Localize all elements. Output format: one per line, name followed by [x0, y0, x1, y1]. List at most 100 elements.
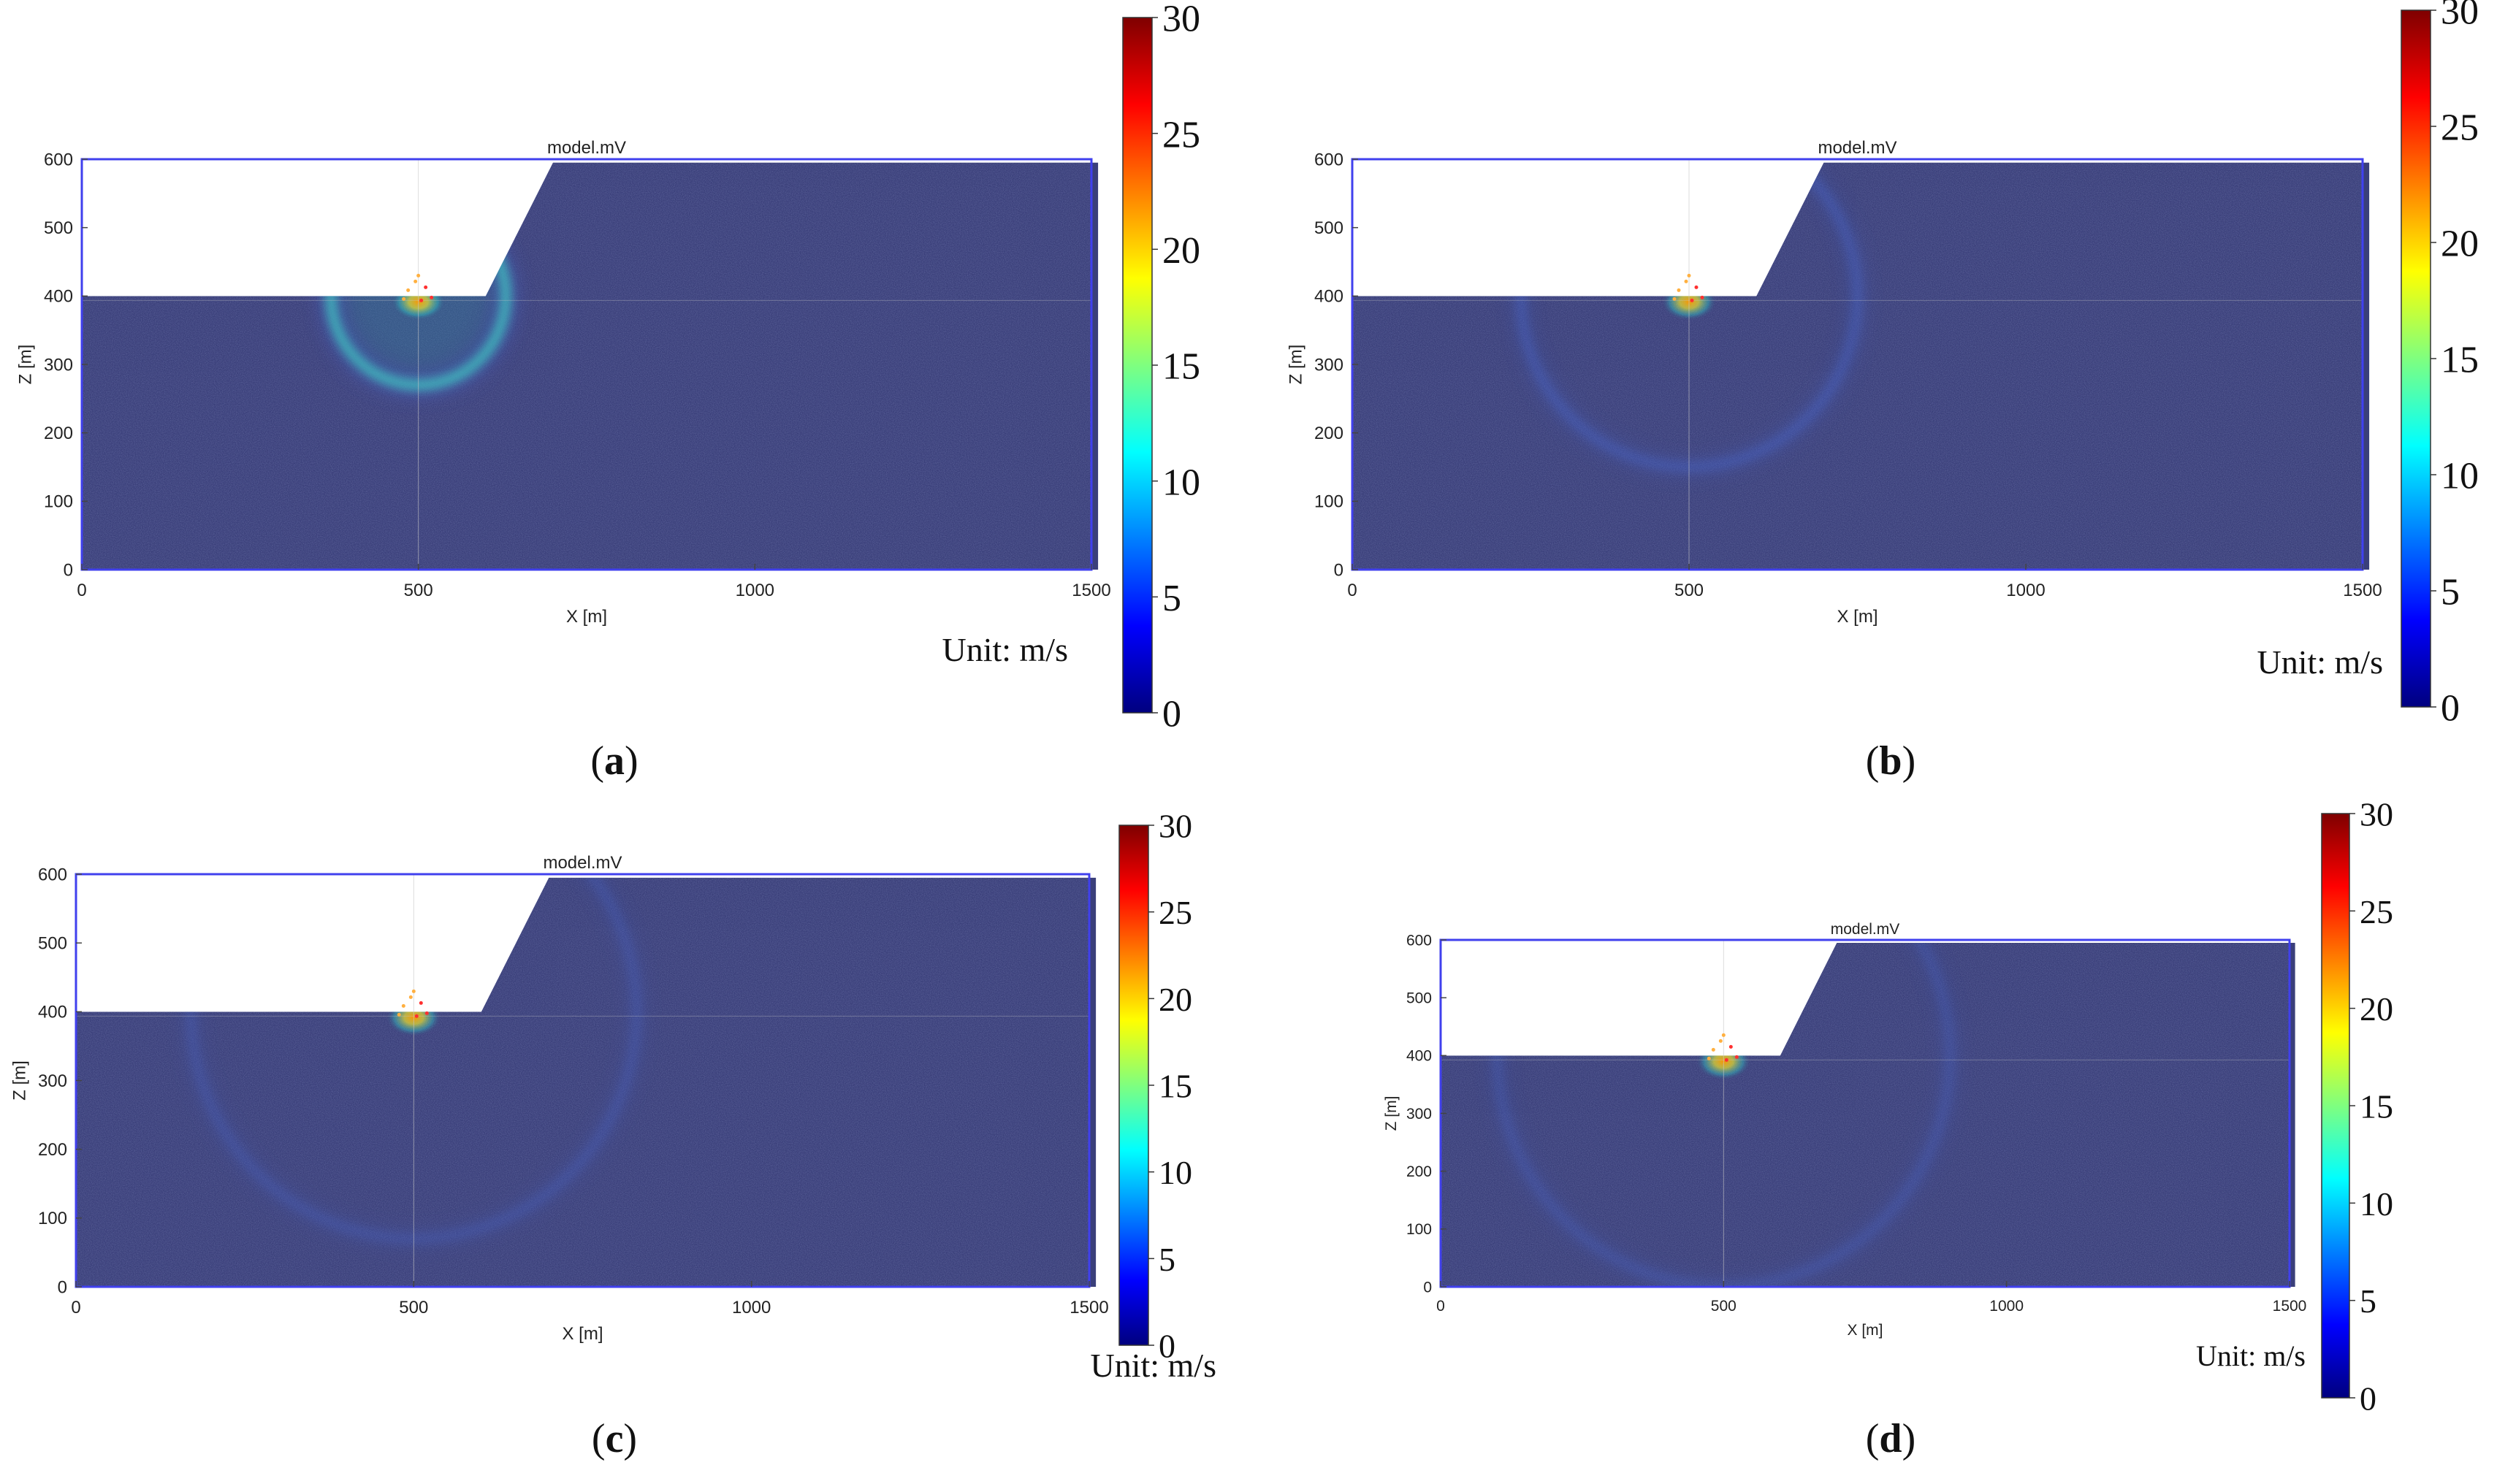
y-axis-label: Z [m]: [1286, 345, 1305, 385]
velocity-field: [1352, 162, 2370, 570]
y-tick-label: 0: [1334, 560, 1343, 580]
y-tick-label: 400: [1314, 287, 1343, 307]
colorbar-tick-label: 25: [1159, 894, 1192, 931]
colorbar-tick-label: 10: [1159, 1154, 1192, 1191]
source-particle: [1707, 1056, 1711, 1060]
x-tick-label: 1500: [2273, 1298, 2307, 1315]
colorbar-tick-label: 20: [1159, 981, 1192, 1018]
chart-title: model.mV: [1818, 138, 1896, 158]
panel-label: (a): [590, 738, 638, 784]
y-axis-label: Z [m]: [1383, 1096, 1400, 1131]
source-particle: [424, 1011, 429, 1015]
y-tick-label: 400: [44, 287, 73, 307]
colorbar-unit-label: Unit: m/s: [942, 631, 1068, 668]
colorbar-tick-label: 5: [2360, 1282, 2376, 1320]
source-particle: [1734, 1055, 1739, 1059]
colorbar-tick-label: 15: [1162, 346, 1200, 388]
colorbar-tick-label: 30: [2441, 0, 2479, 33]
colorbar-tick-label: 20: [2360, 990, 2393, 1028]
colorbar-tick-label: 25: [2441, 107, 2479, 149]
y-tick-label: 200: [1314, 424, 1343, 443]
colorbar: [2321, 813, 2350, 1399]
colorbar-tick-label: 20: [2441, 223, 2479, 265]
colorbar-tick-label: 10: [2360, 1185, 2393, 1223]
x-tick-label: 0: [77, 581, 86, 600]
y-tick-label: 100: [1406, 1221, 1432, 1238]
source-particle: [414, 1014, 419, 1018]
colorbar-unit-label: Unit: m/s: [2196, 1339, 2306, 1372]
x-tick-label: 1000: [2006, 581, 2045, 600]
y-tick-label: 300: [1314, 355, 1343, 375]
source-particle: [1700, 295, 1704, 299]
y-tick-label: 100: [44, 492, 73, 512]
x-tick-label: 0: [71, 1298, 80, 1317]
source-particle: [408, 995, 413, 999]
colorbar-tick-label: 5: [1159, 1241, 1175, 1278]
y-tick-label: 500: [1314, 218, 1343, 238]
source-particle: [1677, 288, 1681, 292]
source-particle: [1687, 273, 1691, 278]
y-tick-label: 600: [44, 150, 73, 169]
source-particle: [1672, 297, 1677, 301]
colorbar: [2401, 9, 2431, 708]
particle-grain: [76, 877, 1089, 1287]
particle-grain: [1352, 162, 2363, 570]
y-tick-label: 300: [44, 355, 73, 375]
x-axis-label: X [m]: [562, 1324, 603, 1344]
colorbar-unit-label: Unit: m/s: [1090, 1347, 1216, 1384]
panel-label: (d): [1866, 1416, 1915, 1461]
x-tick-label: 500: [1711, 1298, 1737, 1315]
colorbar-tick-label: 15: [1159, 1068, 1192, 1105]
colorbar-tick-label: 0: [1159, 1328, 1175, 1365]
source-particle: [1690, 298, 1694, 302]
x-tick-label: 500: [404, 581, 433, 600]
y-tick-label: 0: [58, 1277, 67, 1297]
y-tick-label: 200: [38, 1140, 67, 1160]
y-tick-label: 0: [64, 560, 73, 580]
x-axis-label: X [m]: [1837, 607, 1877, 627]
source-particle: [397, 1012, 401, 1017]
x-tick-label: 500: [1674, 581, 1704, 600]
y-tick-label: 100: [38, 1209, 67, 1228]
source-particle: [1694, 285, 1699, 289]
chart-title: model.mV: [547, 138, 626, 158]
chart-title: model.mV: [1831, 921, 1900, 938]
source-particle: [419, 298, 424, 302]
y-tick-label: 600: [38, 865, 67, 884]
y-tick-label: 500: [44, 218, 73, 238]
y-tick-label: 0: [1423, 1279, 1432, 1296]
source-particle: [1728, 1044, 1733, 1049]
y-tick-label: 600: [1406, 932, 1432, 949]
colorbar: [1122, 17, 1153, 714]
colorbar-tick-label: 30: [1159, 808, 1192, 845]
y-tick-label: 300: [38, 1071, 67, 1091]
colorbar-tick-label: 0: [2441, 688, 2460, 730]
panel-label: (b): [1866, 738, 1915, 784]
colorbar-tick-label: 30: [2360, 796, 2393, 833]
source-particle: [430, 295, 434, 299]
colorbar-tick-label: 20: [1162, 230, 1200, 272]
source-particle: [406, 288, 411, 292]
source-particle: [413, 279, 418, 283]
x-tick-label: 0: [1347, 581, 1357, 600]
colorbar-tick-label: 5: [1162, 578, 1181, 619]
source-particle: [402, 297, 406, 301]
y-tick-label: 500: [1406, 990, 1432, 1007]
particle-grain: [82, 162, 1091, 570]
y-tick-label: 200: [1406, 1163, 1432, 1180]
panel-label: (c): [592, 1416, 637, 1461]
wavefront: [1494, 942, 1953, 1287]
colorbar-tick-label: 10: [2441, 456, 2479, 497]
chart-title: model.mV: [543, 853, 622, 873]
velocity-field: [1441, 942, 2295, 1287]
colorbar-tick-label: 15: [2441, 340, 2479, 381]
source-particle: [1684, 279, 1688, 283]
colorbar-tick-label: 10: [1162, 462, 1200, 503]
colorbar-unit-label: Unit: m/s: [2257, 643, 2383, 681]
y-tick-label: 100: [1314, 492, 1343, 512]
colorbar-tick-label: 25: [1162, 114, 1200, 156]
